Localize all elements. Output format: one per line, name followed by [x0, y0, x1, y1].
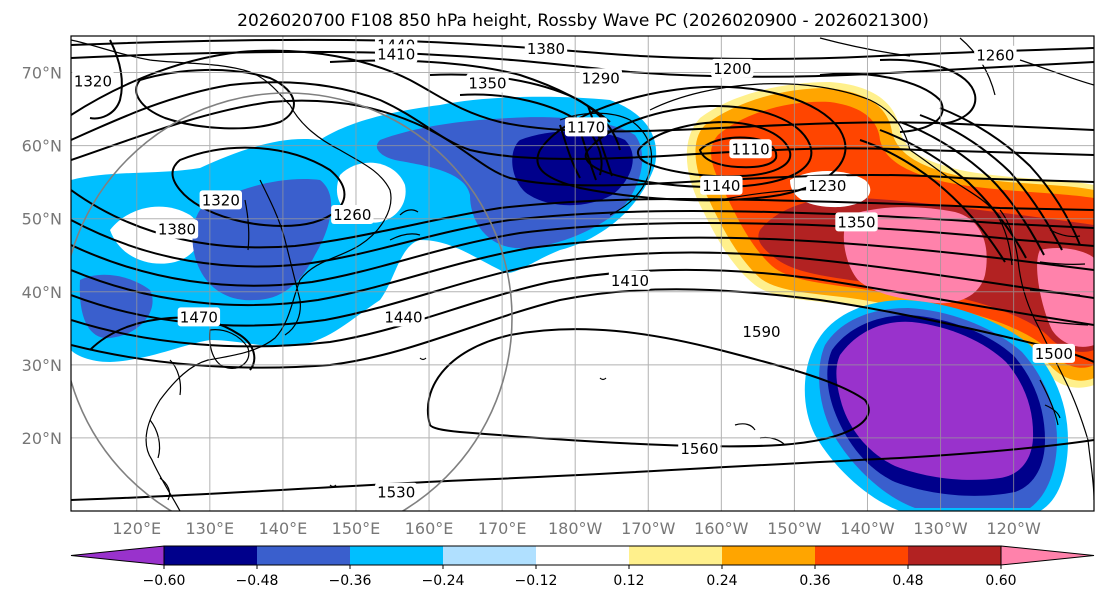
contour-label-bg — [608, 270, 652, 290]
lon-tick-label: 170°E — [478, 519, 527, 538]
lat-tick-label: 40°N — [22, 283, 62, 302]
contour-label-bg — [466, 73, 509, 93]
colorbar-extend-low — [70, 545, 165, 566]
contour-label: 1470 — [180, 308, 218, 326]
lon-tick-label: 120°W — [986, 519, 1041, 538]
contour-label: 1170 — [567, 118, 605, 136]
contour-label-bg — [155, 219, 199, 239]
contour-labels: 1440 1410 1380 1350 1290 1200 1260 1320 1170 1110… — [71, 36, 1076, 502]
contour-label-bg — [806, 175, 849, 195]
negative-anomaly-region-subtropical — [804, 300, 1068, 511]
colorbar-tick-label: 0.48 — [892, 573, 923, 589]
contour-label-bg — [374, 482, 418, 502]
lat-tick-label: 50°N — [22, 210, 62, 229]
colorbar-segment — [815, 546, 908, 565]
colorbar-segment — [257, 546, 350, 565]
map-plot-area: 1440 1410 1380 1350 1290 1200 1260 1320 1170 1110… — [71, 36, 1094, 511]
colorbar-tick-label: 0.60 — [985, 573, 1016, 589]
colorbar-segment — [443, 546, 536, 565]
lon-tick-label: 160°W — [694, 519, 749, 538]
colorbar-tick-label: −0.36 — [329, 573, 372, 589]
contour-label-bg — [524, 39, 568, 59]
contour-label: 1560 — [680, 440, 718, 458]
colorbar-tick-label: −0.60 — [143, 573, 186, 589]
contour-label: 1440 — [384, 308, 422, 326]
contour-label: 1290 — [582, 69, 620, 87]
contour-label-bg — [974, 45, 1017, 65]
contour-label-bg — [711, 58, 754, 78]
colorbar-segment — [536, 546, 629, 565]
contour-label: 1500 — [1035, 345, 1073, 363]
lon-tick-label: 170°W — [621, 519, 676, 538]
contour-label-bg — [579, 68, 622, 88]
reference-circle — [71, 92, 513, 511]
contour-label-bg — [71, 71, 115, 91]
contour-label-bg — [374, 44, 418, 64]
lon-tick-label: 150°E — [332, 519, 381, 538]
lon-tick-label: 120°E — [112, 519, 161, 538]
contour-label: 1140 — [702, 177, 740, 195]
colorbar: −0.60 −0.48 −0.36 −0.24 −0.12 0.12 0.24 0.36 0.4… — [70, 545, 1095, 589]
colorbar-segment — [164, 546, 257, 565]
colorbar-frame — [163, 545, 1002, 566]
contour-label: 1380 — [158, 221, 196, 239]
lon-tick-label: 180°W — [548, 519, 603, 538]
lat-tick-label: 70°N — [22, 64, 62, 83]
colorbar-tick-label: 0.12 — [613, 573, 644, 589]
colorbar-tick-label: −0.12 — [515, 573, 558, 589]
contour-label: 1260 — [976, 47, 1014, 65]
lon-tick-label: 140°W — [840, 519, 895, 538]
contour-label-bg — [678, 438, 721, 458]
colorbar-tick-label: 0.36 — [799, 573, 830, 589]
contour-label: 1200 — [713, 60, 751, 78]
colorbar-tick-label: −0.24 — [422, 573, 465, 589]
latitude-tick-labels: 70°N 60°N 50°N 40°N 30°N 20°N — [22, 64, 62, 448]
contour-label: 1350 — [468, 75, 506, 93]
contour-label: 1260 — [333, 206, 371, 224]
contour-label: 1410 — [611, 272, 649, 290]
colorbar-tick-label: −0.48 — [236, 573, 279, 589]
colorbar-segment — [629, 546, 722, 565]
contour-label: 1590 — [742, 323, 780, 341]
longitude-tick-labels: 120°E 130°E 140°E 150°E 160°E 170°E 180°W 170°W… — [112, 519, 1041, 538]
lon-tick-label: 130°W — [913, 519, 968, 538]
lon-tick-label: 140°E — [259, 519, 308, 538]
lat-tick-label: 60°N — [22, 137, 62, 156]
lon-tick-label: 130°E — [186, 519, 235, 538]
contour-label: 1110 — [731, 140, 769, 158]
colorbar-segment — [350, 546, 443, 565]
colorbar-segment — [908, 546, 1001, 565]
contour-label-bg — [835, 212, 878, 232]
contour-label-bg — [382, 307, 425, 327]
contour-label-bg — [199, 190, 242, 210]
contour-label-bg — [177, 307, 221, 327]
colorbar-extend-high — [1000, 545, 1095, 566]
map-frame — [70, 35, 1095, 512]
contour-label: 1410 — [377, 45, 415, 63]
contour-label-bg — [740, 321, 783, 341]
lon-tick-label: 150°W — [767, 519, 822, 538]
contour-label-bg — [729, 139, 772, 159]
lat-tick-label: 30°N — [22, 356, 62, 375]
contour-label: 1230 — [808, 177, 846, 195]
contour-label: 1530 — [377, 484, 415, 502]
colorbar-segment — [722, 546, 815, 565]
contour-label: 1380 — [527, 40, 565, 58]
contour-label: 1350 — [837, 213, 875, 231]
lat-tick-label: 20°N — [22, 429, 62, 448]
contour-label-bg — [564, 117, 608, 137]
contour-label: 1320 — [74, 72, 112, 90]
figure-title: 2026020700 F108 850 hPa height, Rossby W… — [237, 11, 929, 31]
contour-label-bg — [331, 205, 374, 225]
contour-label-bg — [1032, 343, 1076, 363]
contour-label-bg — [700, 175, 743, 195]
colorbar-tick-label: 0.24 — [706, 573, 737, 589]
contour-label: 1320 — [202, 191, 240, 209]
lon-tick-label: 160°E — [405, 519, 454, 538]
